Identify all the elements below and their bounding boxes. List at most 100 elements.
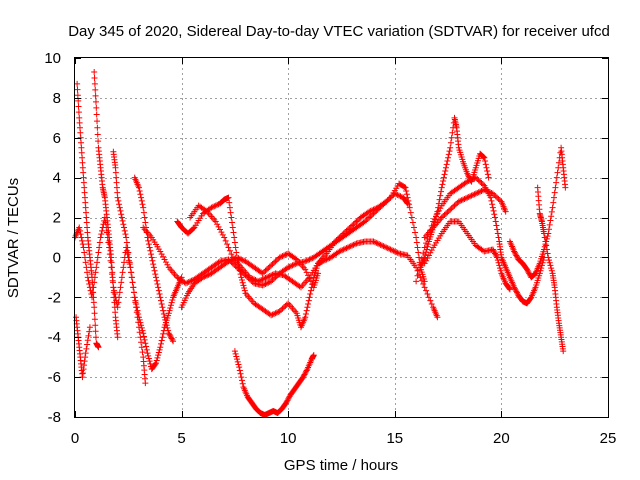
y-axis-ticks: -8 -6 -4 -2 0 2 4 6 8 10 <box>44 50 608 426</box>
data-point <box>302 258 309 265</box>
data-point <box>421 260 428 267</box>
data-point <box>237 370 244 377</box>
data-point <box>551 189 558 196</box>
data-point <box>423 240 430 247</box>
data-point <box>222 237 229 244</box>
data-point <box>236 364 243 371</box>
data-point <box>140 333 147 340</box>
data-point <box>492 251 499 258</box>
data-point <box>226 257 233 264</box>
data-point <box>262 275 269 282</box>
series-arc-c <box>91 68 121 341</box>
data-point <box>251 276 258 283</box>
y-tick-label: -8 <box>48 409 61 426</box>
data-point <box>380 243 387 250</box>
data-point <box>442 210 449 217</box>
data-point <box>268 312 275 319</box>
data-point <box>376 241 383 248</box>
data-point <box>467 193 474 200</box>
data-point <box>240 282 247 289</box>
data-point <box>425 252 432 259</box>
data-point <box>145 237 152 244</box>
data-point <box>96 244 103 251</box>
x-tick-label: 0 <box>71 430 79 447</box>
data-point <box>444 158 451 165</box>
data-point <box>157 297 164 304</box>
series-arc-k <box>231 348 317 419</box>
data-point <box>440 174 447 181</box>
data-point <box>77 231 84 238</box>
data-point <box>163 322 170 329</box>
data-point <box>208 204 215 211</box>
data-point <box>116 204 123 211</box>
data-point <box>137 334 144 341</box>
data-point <box>464 194 471 201</box>
data-point <box>121 259 128 266</box>
data-point <box>354 217 361 224</box>
data-point <box>235 361 242 368</box>
data-point <box>159 334 166 341</box>
data-point <box>393 191 400 198</box>
data-point <box>396 192 403 199</box>
data-point <box>114 194 121 201</box>
data-point <box>81 358 88 365</box>
data-point <box>94 118 101 125</box>
data-point <box>269 261 276 268</box>
data-point <box>445 151 452 158</box>
data-point <box>128 269 135 276</box>
data-point <box>149 257 156 264</box>
data-point <box>266 263 273 270</box>
data-point <box>475 177 482 184</box>
data-point <box>424 291 431 298</box>
data-point <box>494 254 501 261</box>
data-point <box>403 191 410 198</box>
data-point <box>81 362 88 369</box>
data-point <box>496 262 503 269</box>
data-point <box>305 297 312 304</box>
data-point <box>162 319 169 326</box>
data-point <box>86 281 93 288</box>
x-tick-label: 15 <box>386 430 403 447</box>
data-point <box>386 195 393 202</box>
data-point <box>465 193 472 200</box>
data-point <box>553 179 560 186</box>
data-point <box>79 370 86 377</box>
data-point <box>408 214 415 221</box>
data-point <box>234 358 241 365</box>
y-tick-label: 10 <box>44 50 61 67</box>
chart-title: Day 345 of 2020, Sidereal Day-to-day VTE… <box>68 23 610 40</box>
data-point <box>238 374 245 381</box>
data-point <box>544 233 551 240</box>
data-point <box>145 241 152 248</box>
data-point <box>554 169 561 176</box>
data-point <box>523 266 530 273</box>
data-point <box>443 161 450 168</box>
data-point <box>229 256 236 263</box>
data-point <box>468 176 475 183</box>
data-point <box>421 278 428 285</box>
data-point <box>542 238 549 245</box>
data-point <box>525 269 532 276</box>
data-point <box>135 184 142 191</box>
data-point <box>458 197 465 204</box>
data-point <box>548 265 555 272</box>
data-point <box>305 300 312 307</box>
data-point <box>349 242 356 249</box>
data-point <box>142 380 149 387</box>
data-point <box>265 279 272 286</box>
data-point <box>79 237 86 244</box>
data-point <box>475 189 482 196</box>
data-point <box>123 239 130 246</box>
data-point <box>127 264 134 271</box>
data-point <box>221 234 228 241</box>
data-point <box>373 239 380 246</box>
data-point <box>136 329 143 336</box>
data-point <box>366 214 373 221</box>
data-point <box>462 195 469 202</box>
data-point <box>239 257 246 264</box>
data-point <box>167 334 174 341</box>
x-tick-label: 25 <box>600 430 617 447</box>
series-arc-i <box>187 190 411 291</box>
data-point <box>302 370 309 377</box>
data-point <box>82 350 89 357</box>
